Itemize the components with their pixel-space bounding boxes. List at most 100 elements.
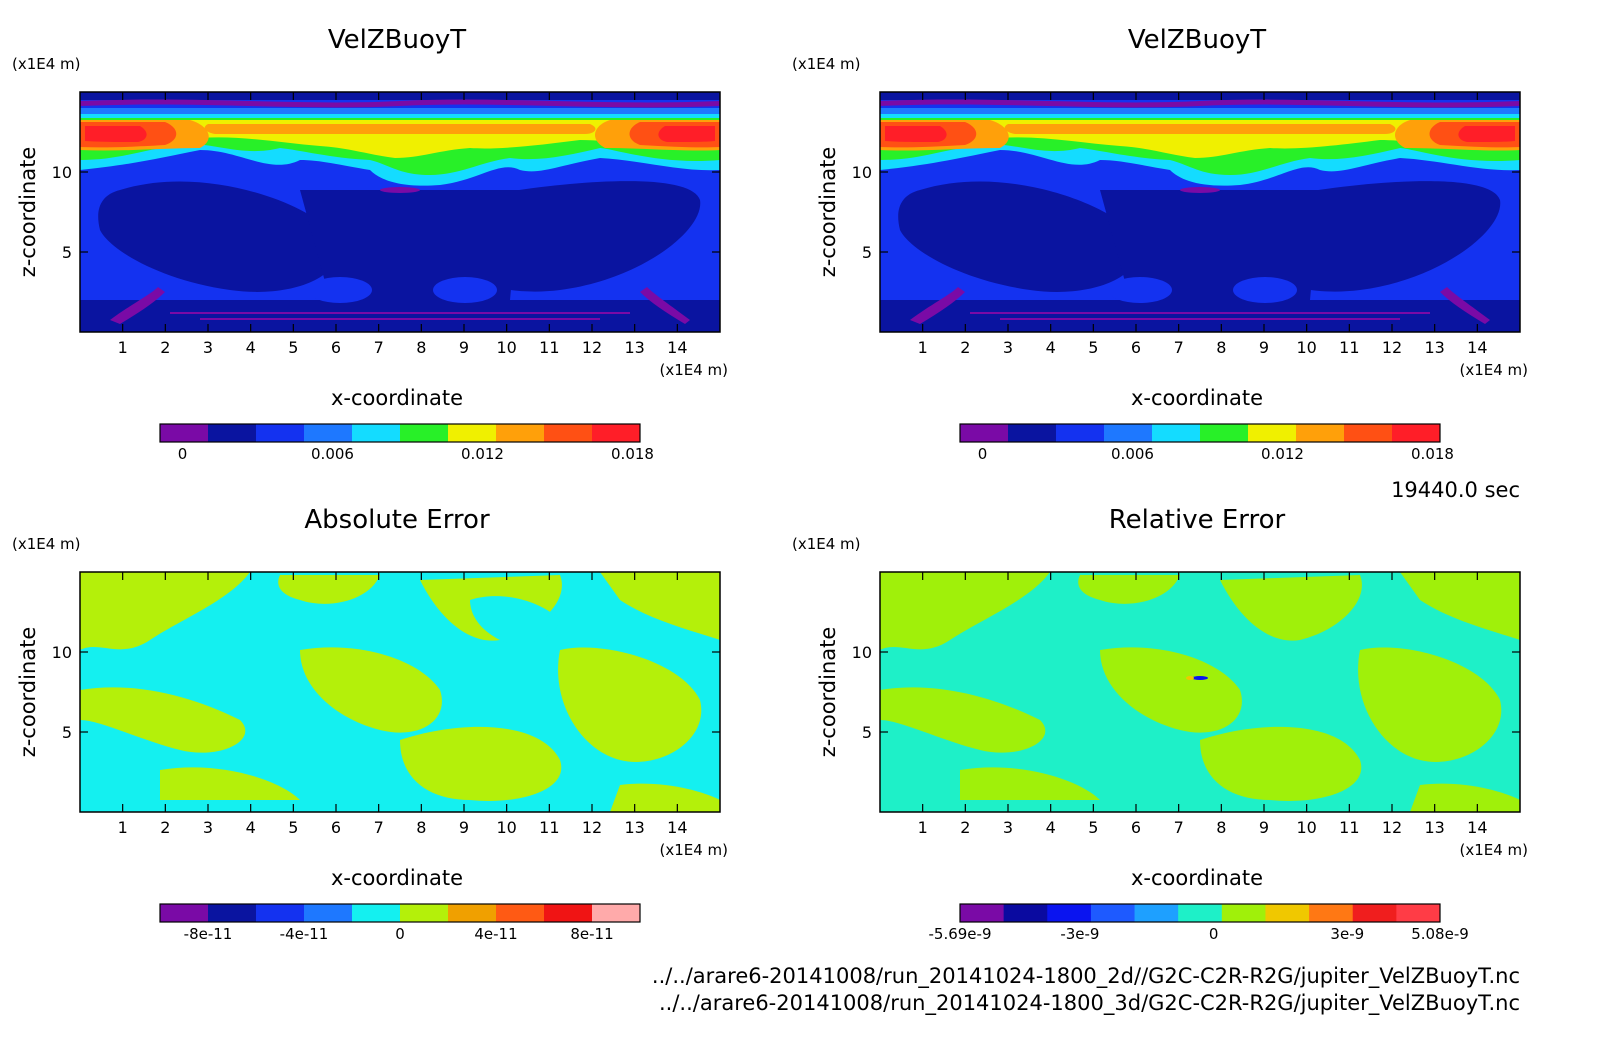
colorbar-swatch <box>208 904 257 922</box>
x-axis-label: x-coordinate <box>1131 386 1263 410</box>
x-tick-label: 7 <box>1174 338 1184 357</box>
y-unit-label: (x1E4 m) <box>792 55 861 73</box>
x-axis-label: x-coordinate <box>1131 866 1263 890</box>
chart-title: Absolute Error <box>304 505 490 535</box>
colorbar-tick-label: 4e-11 <box>474 925 517 943</box>
colorbar-tick-label: 0.012 <box>1261 445 1304 463</box>
colorbar-frame <box>959 903 1441 923</box>
colorbar-swatch <box>1265 904 1310 922</box>
x-tick-label: 5 <box>1088 818 1098 837</box>
colorbar-swatch <box>1090 904 1136 922</box>
colorbar-swatch <box>1352 904 1397 922</box>
chart-panel-absolute-error: Absolute Error (x1E4 m) (x1E4 m) x-coord… <box>12 505 728 943</box>
x-tick-label: 2 <box>960 338 970 357</box>
colorbar-swatch <box>1309 904 1354 922</box>
colorbar-tick-label: -4e-11 <box>280 925 329 943</box>
x-tick-label: 12 <box>582 818 602 837</box>
colorbar-tick-label: -3e-9 <box>1060 925 1099 943</box>
x-tick-label: 4 <box>1046 818 1056 837</box>
colorbar-swatch <box>352 424 401 442</box>
colorbar-frame <box>159 903 641 923</box>
y-tick-label: 10 <box>52 643 72 662</box>
colorbar-swatch <box>592 424 641 442</box>
colorbar-swatch <box>1056 424 1105 442</box>
colorbar: -5.69e-9 -3e-9 0 3e-9 5.08e-9 <box>929 903 1469 943</box>
heatmap-field <box>879 91 1521 333</box>
colorbar-tick-label: 0 <box>395 925 405 943</box>
x-tick-label: 5 <box>288 818 298 837</box>
heatmap-field <box>79 571 721 813</box>
chart-panel-velzbuoyt-right: VelZBuoyT (x1E4 m) (x1E4 m) x-coordinate… <box>792 25 1528 463</box>
x-tick-label: 9 <box>459 338 469 357</box>
x-tick-label: 7 <box>374 818 384 837</box>
y-unit-label: (x1E4 m) <box>792 535 861 553</box>
x-tick-label: 3 <box>1003 818 1013 837</box>
colorbar-tick-label: 5.08e-9 <box>1411 925 1469 943</box>
colorbar-swatch <box>1134 904 1179 922</box>
y-ticks: 5 10 <box>852 163 1520 262</box>
x-tick-label: 12 <box>1382 818 1402 837</box>
x-tick-label: 11 <box>539 818 559 837</box>
colorbar-swatch <box>544 424 593 442</box>
colorbar-swatch <box>256 904 305 922</box>
x-tick-label: 13 <box>624 818 644 837</box>
x-tick-label: 5 <box>288 338 298 357</box>
x-tick-label: 1 <box>918 338 928 357</box>
colorbar-swatch <box>1178 904 1223 922</box>
x-tick-label: 1 <box>118 338 128 357</box>
colorbar-swatch <box>1152 424 1201 442</box>
colorbar-swatch <box>352 904 401 922</box>
colorbar-swatch <box>400 424 449 442</box>
colorbar-swatch <box>1392 424 1441 442</box>
y-tick-label: 10 <box>852 643 872 662</box>
colorbar-swatch <box>960 424 1009 442</box>
x-tick-label: 6 <box>331 818 341 837</box>
x-axis-label: x-coordinate <box>331 386 463 410</box>
y-axis-label: z-coordinate <box>816 627 840 758</box>
chart-title: Relative Error <box>1109 505 1286 535</box>
x-unit-label: (x1E4 m) <box>659 841 728 859</box>
x-tick-label: 6 <box>331 338 341 357</box>
colorbar-swatch <box>160 904 209 922</box>
x-ticks: 1 2 3 4 5 6 7 8 9 10 11 12 13 14 <box>118 572 688 837</box>
x-tick-label: 13 <box>1424 338 1444 357</box>
x-tick-label: 10 <box>496 338 516 357</box>
colorbar-frame <box>159 423 641 443</box>
colorbar-swatch <box>1221 904 1266 922</box>
colorbar-swatch <box>1104 424 1153 442</box>
colorbar-tick-label: -8e-11 <box>184 925 233 943</box>
colorbar: -8e-11 -4e-11 0 4e-11 8e-11 <box>159 903 641 943</box>
x-ticks: 1 2 3 4 5 6 7 8 9 10 11 12 13 14 <box>918 92 1488 357</box>
colorbar-frame <box>959 423 1441 443</box>
x-tick-label: 9 <box>1259 338 1269 357</box>
x-tick-label: 4 <box>246 818 256 837</box>
x-tick-label: 2 <box>960 818 970 837</box>
x-unit-label: (x1E4 m) <box>1459 361 1528 379</box>
colorbar-swatch <box>496 904 545 922</box>
colorbar-swatch <box>960 904 1005 922</box>
heatmap-field <box>879 571 1521 813</box>
y-tick-label: 10 <box>852 163 872 182</box>
x-tick-label: 11 <box>1339 818 1359 837</box>
colorbar-tick-label: 0.012 <box>461 445 504 463</box>
x-tick-label: 13 <box>1424 818 1444 837</box>
x-tick-label: 8 <box>416 818 426 837</box>
colorbar-swatch <box>1008 424 1057 442</box>
x-tick-label: 9 <box>459 818 469 837</box>
x-unit-label: (x1E4 m) <box>659 361 728 379</box>
colorbar-tick-label: 0.006 <box>1111 445 1154 463</box>
x-ticks: 1 2 3 4 5 6 7 8 9 10 11 12 13 14 <box>118 92 688 357</box>
x-tick-label: 1 <box>918 818 928 837</box>
colorbar-tick-label: 0.018 <box>611 445 654 463</box>
colorbar-swatch <box>1248 424 1297 442</box>
heatmap-field <box>79 91 721 333</box>
x-tick-label: 3 <box>1003 338 1013 357</box>
colorbar-tick-label: 0 <box>1209 925 1219 943</box>
colorbar-tick-label: 0 <box>178 445 188 463</box>
x-tick-label: 6 <box>1131 818 1141 837</box>
y-tick-label: 5 <box>62 243 72 262</box>
y-ticks: 5 10 <box>852 643 1520 742</box>
x-tick-label: 4 <box>246 338 256 357</box>
footer-file-3d: ../../arare6-20141008/run_20141024-1800_… <box>659 991 1520 1016</box>
x-tick-label: 7 <box>374 338 384 357</box>
